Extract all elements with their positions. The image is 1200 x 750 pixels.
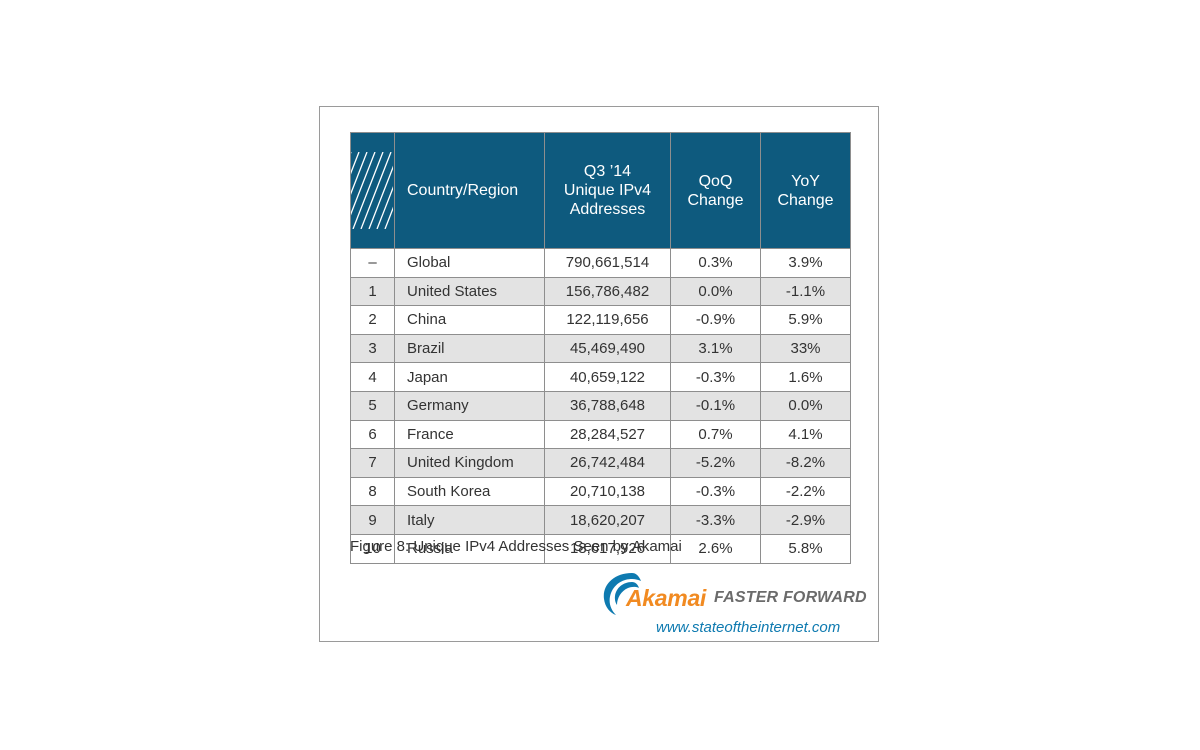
logo-tagline: FASTER FORWARD [714,589,867,606]
qoq-cell: -0.1% [670,390,761,421]
country-cell: Italy [394,505,545,535]
addresses-cell: 40,659,122 [544,362,671,392]
addresses-cell: 20,710,138 [544,476,671,507]
site-url: www.stateoftheinternet.com [656,619,841,636]
table-row: 7 United Kingdom 26,742,484 -5.2% -8.2% [350,448,851,478]
addresses-cell: 156,786,482 [544,276,671,307]
rank-cell: 10 [350,533,395,564]
table-row: 5 Germany 36,788,648 -0.1% 0.0% [350,390,851,421]
addresses-cell: 45,469,490 [544,333,671,364]
yoy-cell: 4.1% [760,419,851,450]
country-cell: United Kingdom [394,448,545,478]
figure-caption: Figure 8: Unique IPv4 Addresses Seen by … [350,538,682,555]
akamai-swoosh-icon [603,573,641,615]
qoq-cell: -0.3% [670,362,761,392]
rank-cell: 2 [350,305,395,335]
addresses-cell: 36,788,648 [544,390,671,421]
qoq-cell: 0.7% [670,419,761,450]
country-cell: Germany [394,390,545,421]
header-addresses: Q3 ’14 Unique IPv4 Addresses [544,132,671,249]
country-cell: United States [394,276,545,307]
rank-cell: 5 [350,390,395,421]
addresses-cell: 18,620,207 [544,505,671,535]
yoy-cell: 33% [760,333,851,364]
table-row: 8 South Korea 20,710,138 -0.3% -2.2% [350,476,851,507]
yoy-cell: -8.2% [760,448,851,478]
addresses-cell: 28,284,527 [544,419,671,450]
header-yoy: YoY Change [760,132,851,249]
rank-cell: 1 [350,276,395,307]
yoy-cell: 0.0% [760,390,851,421]
qoq-cell: 0.0% [670,276,761,307]
table-row: 3 Brazil 45,469,490 3.1% 33% [350,333,851,364]
country-cell: South Korea [394,476,545,507]
yoy-cell: -2.2% [760,476,851,507]
country-cell: China [394,305,545,335]
header-qoq: QoQ Change [670,132,761,249]
hatch-pattern-icon [351,152,393,229]
addresses-cell: 790,661,514 [544,248,671,278]
country-cell: Russia [394,533,545,564]
header-country: Country/Region [394,132,545,249]
table-row: 1 United States 156,786,482 0.0% -1.1% [350,276,851,307]
qoq-cell: -5.2% [670,448,761,478]
yoy-cell: -1.1% [760,276,851,307]
addresses-cell: 122,119,656 [544,305,671,335]
table-row: – Global 790,661,514 0.3% 3.9% [350,248,851,278]
hatch-header-cell [350,132,395,249]
country-cell: Japan [394,362,545,392]
qoq-cell: -0.9% [670,305,761,335]
akamai-logo: Akamai FASTER FORWARD www.stateoftheinte… [602,571,868,637]
table-header-row: Country/Region Q3 ’14 Unique IPv4 Addres… [350,132,851,249]
rank-cell: 9 [350,505,395,535]
logo-wordmark: Akamai [626,585,707,611]
rank-cell: 3 [350,333,395,364]
rank-cell: 4 [350,362,395,392]
table-row: 6 France 28,284,527 0.7% 4.1% [350,419,851,450]
table-row: 10 Russia 18,617,926 2.6% 5.8% [350,533,851,564]
qoq-cell: -3.3% [670,505,761,535]
addresses-cell: 26,742,484 [544,448,671,478]
table-row: 4 Japan 40,659,122 -0.3% 1.6% [350,362,851,392]
yoy-cell: 5.9% [760,305,851,335]
yoy-cell: -2.9% [760,505,851,535]
rank-cell: 6 [350,419,395,450]
country-cell: Global [394,248,545,278]
qoq-cell: 3.1% [670,333,761,364]
rank-cell: 7 [350,448,395,478]
table-row: 2 China 122,119,656 -0.9% 5.9% [350,305,851,335]
addresses-cell: 18,617,926 [544,533,671,564]
qoq-cell: 2.6% [670,533,761,564]
qoq-cell: 0.3% [670,248,761,278]
country-cell: France [394,419,545,450]
rank-cell: 8 [350,476,395,507]
table-row: 9 Italy 18,620,207 -3.3% -2.9% [350,505,851,535]
rank-cell: – [350,248,395,278]
yoy-cell: 1.6% [760,362,851,392]
qoq-cell: -0.3% [670,476,761,507]
figure-frame: Country/Region Q3 ’14 Unique IPv4 Addres… [319,106,879,642]
ipv4-table: Country/Region Q3 ’14 Unique IPv4 Addres… [350,132,851,564]
country-cell: Brazil [394,333,545,364]
yoy-cell: 3.9% [760,248,851,278]
yoy-cell: 5.8% [760,533,851,564]
